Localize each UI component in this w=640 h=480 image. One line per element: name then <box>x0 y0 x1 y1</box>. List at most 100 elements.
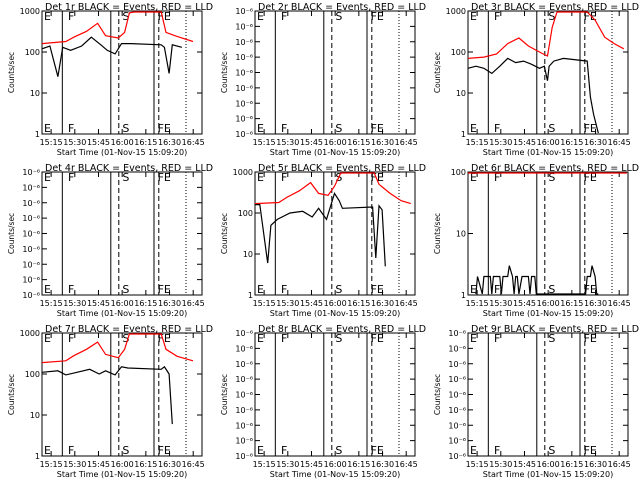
plot-frame <box>41 10 203 135</box>
series-events-line <box>467 57 599 134</box>
y-axis-label: Counts/sec <box>220 52 229 93</box>
x-axis-label: Start Time (01-Nov-15 15:09:20) <box>483 470 613 479</box>
y-tick-label: 10⁻⁶ <box>22 230 40 239</box>
x-tick-label: 16:00 <box>537 299 560 308</box>
plot-frame <box>41 171 203 296</box>
y-tick-label: 1 <box>461 130 466 139</box>
x-tick-label: 15:45 <box>300 138 323 147</box>
x-tick-label: 15:15 <box>253 138 276 147</box>
marker-label-bottom: E <box>44 122 51 135</box>
y-tick-label: 10⁻⁶ <box>448 391 466 400</box>
y-axis-label: Counts/sec <box>7 52 16 93</box>
marker-label-bottom: FE <box>158 444 171 457</box>
panel-det-6: Det 6r BLACK = Events, RED = LLD Counts/s… <box>433 163 639 318</box>
marker-label-bottom: S <box>548 122 555 135</box>
y-tick-label: 10⁻⁶ <box>235 344 253 353</box>
x-tick-label: 16:00 <box>111 138 134 147</box>
x-tick-label: 16:00 <box>324 299 347 308</box>
plot-frame <box>41 332 203 457</box>
y-axis-label: Counts/sec <box>7 374 16 415</box>
marker-label-top: S <box>122 10 129 23</box>
x-tick-label: 15:45 <box>87 299 110 308</box>
y-tick-label: 10⁻⁶ <box>22 291 40 300</box>
y-tick-label: 100 <box>451 168 466 177</box>
y-tick-label: 10⁻⁶ <box>22 245 40 254</box>
y-tick-label: 10⁻⁶ <box>448 406 466 415</box>
panel-det-4: Det 4r BLACK = Events, RED = LLD Counts/s… <box>7 163 213 318</box>
marker-label-top: F <box>281 332 287 345</box>
y-tick-label: 10 <box>30 411 40 420</box>
marker-label-bottom: E <box>257 283 264 296</box>
x-axis-label: Start Time (01-Nov-15 15:09:20) <box>57 148 187 157</box>
marker-label-bottom: F <box>281 444 287 457</box>
y-axis-label: Counts/sec <box>433 213 442 254</box>
marker-label-bottom: F <box>281 122 287 135</box>
x-tick-label: 16:15 <box>347 299 370 308</box>
x-tick-label: 15:45 <box>513 299 536 308</box>
y-tick-label: 10⁻⁶ <box>235 53 253 62</box>
panel-title: Det 4r BLACK = Events, RED = LLD <box>45 163 213 174</box>
marker-label-top: FE <box>158 332 171 345</box>
marker-label-bottom: F <box>68 283 74 296</box>
y-tick-label: 10⁻⁶ <box>235 360 253 369</box>
marker-label-top: S <box>548 332 555 345</box>
x-tick-label: 16:00 <box>111 299 134 308</box>
x-tick-label: 16:30 <box>584 460 607 469</box>
marker-label-bottom: S <box>122 444 129 457</box>
marker-label-bottom: E <box>257 122 264 135</box>
marker-label-top: F <box>281 171 287 184</box>
marker-label-bottom: S <box>335 283 342 296</box>
marker-label-top: F <box>68 10 74 23</box>
y-tick-label: 1000 <box>20 7 40 16</box>
marker-label-top: FE <box>371 10 384 23</box>
panel-title: Det 8r BLACK = Events, RED = LLD <box>258 324 426 335</box>
panel-title: Det 7r BLACK = Events, RED = LLD <box>45 324 213 335</box>
marker-label-top: S <box>548 171 555 184</box>
y-tick-label: 10⁻⁶ <box>235 421 253 430</box>
x-tick-label: 15:45 <box>300 460 323 469</box>
x-tick-label: 15:15 <box>466 138 489 147</box>
y-tick-label: 10⁻⁶ <box>235 99 253 108</box>
y-tick-label: 10⁻⁶ <box>235 7 253 16</box>
x-tick-label: 15:30 <box>276 138 299 147</box>
x-tick-label: 15:30 <box>63 138 86 147</box>
x-tick-label: 16:15 <box>134 460 157 469</box>
x-tick-label: 15:30 <box>489 138 512 147</box>
marker-label-bottom: E <box>470 283 477 296</box>
marker-label-top: E <box>470 171 477 184</box>
y-tick-label: 10⁻⁶ <box>235 84 253 93</box>
x-tick-label: 15:45 <box>513 460 536 469</box>
y-tick-label: 100 <box>25 370 40 379</box>
x-tick-label: 15:45 <box>513 138 536 147</box>
x-tick-label: 15:30 <box>489 460 512 469</box>
x-tick-label: 16:15 <box>347 460 370 469</box>
marker-label-top: E <box>470 332 477 345</box>
marker-label-bottom: S <box>122 283 129 296</box>
x-tick-label: 15:15 <box>40 299 63 308</box>
marker-label-bottom: F <box>494 444 500 457</box>
x-tick-label: 15:30 <box>63 299 86 308</box>
marker-label-top: S <box>548 10 555 23</box>
plot-frame <box>467 332 629 457</box>
y-tick-label: 1 <box>461 291 466 300</box>
y-tick-label: 10⁻⁶ <box>235 22 253 31</box>
x-tick-label: 16:45 <box>182 138 205 147</box>
y-tick-label: 10⁻⁶ <box>235 437 253 446</box>
marker-label-top: S <box>335 10 342 23</box>
x-tick-label: 15:15 <box>466 460 489 469</box>
y-tick-label: 10⁻⁶ <box>235 69 253 78</box>
y-tick-label: 100 <box>25 48 40 57</box>
panel-det-3: Det 3r BLACK = Events, RED = LLD Counts/s… <box>433 2 639 157</box>
x-tick-label: 16:00 <box>324 138 347 147</box>
y-axis-label: Counts/sec <box>220 374 229 415</box>
marker-label-top: S <box>122 171 129 184</box>
x-axis-label: Start Time (01-Nov-15 15:09:20) <box>57 309 187 318</box>
y-axis-label: Counts/sec <box>433 52 442 93</box>
x-tick-label: 15:45 <box>87 138 110 147</box>
x-tick-label: 15:45 <box>87 460 110 469</box>
y-tick-label: 1 <box>248 291 253 300</box>
marker-label-top: E <box>257 171 264 184</box>
panel-det-8: Det 8r BLACK = Events, RED = LLD Counts/s… <box>220 324 426 479</box>
marker-label-bottom: FE <box>371 122 384 135</box>
